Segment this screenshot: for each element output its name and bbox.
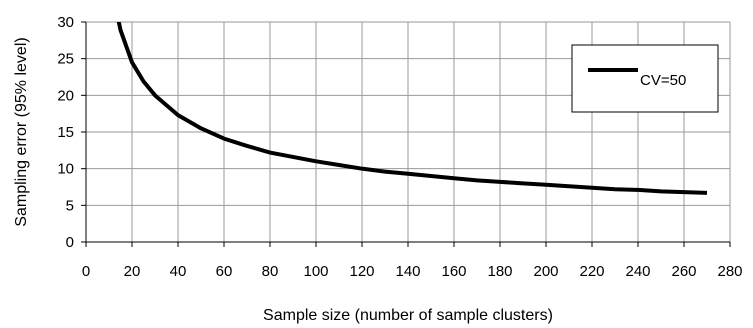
x-tick-label: 60	[216, 263, 233, 280]
x-tick-label: 120	[349, 263, 374, 280]
y-tick-label: 20	[57, 87, 74, 104]
x-tick-label: 180	[487, 263, 512, 280]
x-tick-label: 80	[262, 263, 279, 280]
x-tick-label: 0	[82, 263, 90, 280]
y-tick-label: 15	[57, 124, 74, 141]
legend: CV=50	[571, 44, 719, 113]
x-tick-label: 260	[671, 263, 696, 280]
x-tick-label: 20	[124, 263, 141, 280]
y-tick-label: 30	[57, 14, 74, 31]
y-axis-title: Sampling error (95% level)	[13, 37, 30, 226]
x-tick-label: 240	[625, 263, 650, 280]
x-axis-title: Sample size (number of sample clusters)	[263, 307, 553, 324]
x-tick-label: 220	[579, 263, 604, 280]
x-tick-label: 40	[170, 263, 187, 280]
y-tick-label: 25	[57, 51, 74, 68]
x-tick-label: 280	[717, 263, 742, 280]
x-tick-labels: 0 20 40 60 80 100 120 140 160 180 200 220 240 260 280	[82, 263, 743, 280]
y-tick-label: 0	[66, 234, 74, 251]
plot-area	[116, 22, 708, 195]
legend-label-cv50: CV=50	[640, 72, 686, 89]
series-line-cv50	[116, 22, 708, 195]
y-tick-label: 5	[66, 197, 74, 214]
axes	[81, 21, 731, 247]
y-tick-labels: 0 5 10 15 20 25 30	[57, 14, 74, 251]
legend-box	[571, 44, 719, 113]
y-tick-label: 10	[57, 161, 74, 178]
x-tick-label: 140	[395, 263, 420, 280]
x-tick-label: 100	[303, 263, 328, 280]
x-tick-label: 200	[533, 263, 558, 280]
x-tick-label: 160	[441, 263, 466, 280]
